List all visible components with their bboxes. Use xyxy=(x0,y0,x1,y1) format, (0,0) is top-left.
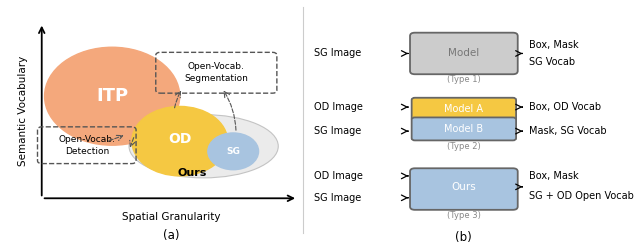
FancyBboxPatch shape xyxy=(412,117,516,140)
Text: Open-Vocab.
Segmentation: Open-Vocab. Segmentation xyxy=(184,62,248,83)
Text: SG Image: SG Image xyxy=(314,126,361,136)
Text: ITP: ITP xyxy=(96,87,128,105)
Text: OD Image: OD Image xyxy=(314,102,363,112)
Text: Model B: Model B xyxy=(444,124,483,134)
Text: Model: Model xyxy=(448,48,479,59)
Text: SG Vocab: SG Vocab xyxy=(529,57,575,67)
Text: SG Image: SG Image xyxy=(314,48,361,59)
Text: (Type 3): (Type 3) xyxy=(447,211,481,220)
Text: OD: OD xyxy=(168,132,191,146)
Text: (b): (b) xyxy=(456,231,472,243)
Text: Ours: Ours xyxy=(178,168,207,178)
Text: SG + OD Open Vocab: SG + OD Open Vocab xyxy=(529,191,634,201)
Text: Ours: Ours xyxy=(451,182,476,192)
FancyBboxPatch shape xyxy=(410,33,518,74)
Text: Spatial Granularity: Spatial Granularity xyxy=(122,212,221,222)
Ellipse shape xyxy=(129,115,278,178)
Text: (a): (a) xyxy=(163,228,179,242)
Text: Model A: Model A xyxy=(444,104,483,114)
Text: OD Image: OD Image xyxy=(314,171,363,181)
Text: SG Image: SG Image xyxy=(314,193,361,203)
Text: (Type 1): (Type 1) xyxy=(447,75,481,84)
FancyBboxPatch shape xyxy=(412,98,516,121)
FancyBboxPatch shape xyxy=(410,168,518,210)
Circle shape xyxy=(45,47,180,145)
Text: Semantic Vocabulary: Semantic Vocabulary xyxy=(19,55,28,166)
Text: Box, Mask: Box, Mask xyxy=(529,171,579,181)
Circle shape xyxy=(208,133,259,170)
Text: SG: SG xyxy=(227,147,240,156)
Text: Open-Vocab.
Detection: Open-Vocab. Detection xyxy=(58,135,115,156)
Text: (Type 2): (Type 2) xyxy=(447,142,481,151)
Circle shape xyxy=(132,106,228,176)
Text: Box, OD Vocab: Box, OD Vocab xyxy=(529,102,601,112)
Text: Box, Mask: Box, Mask xyxy=(529,40,579,50)
Text: Mask, SG Vocab: Mask, SG Vocab xyxy=(529,126,607,136)
